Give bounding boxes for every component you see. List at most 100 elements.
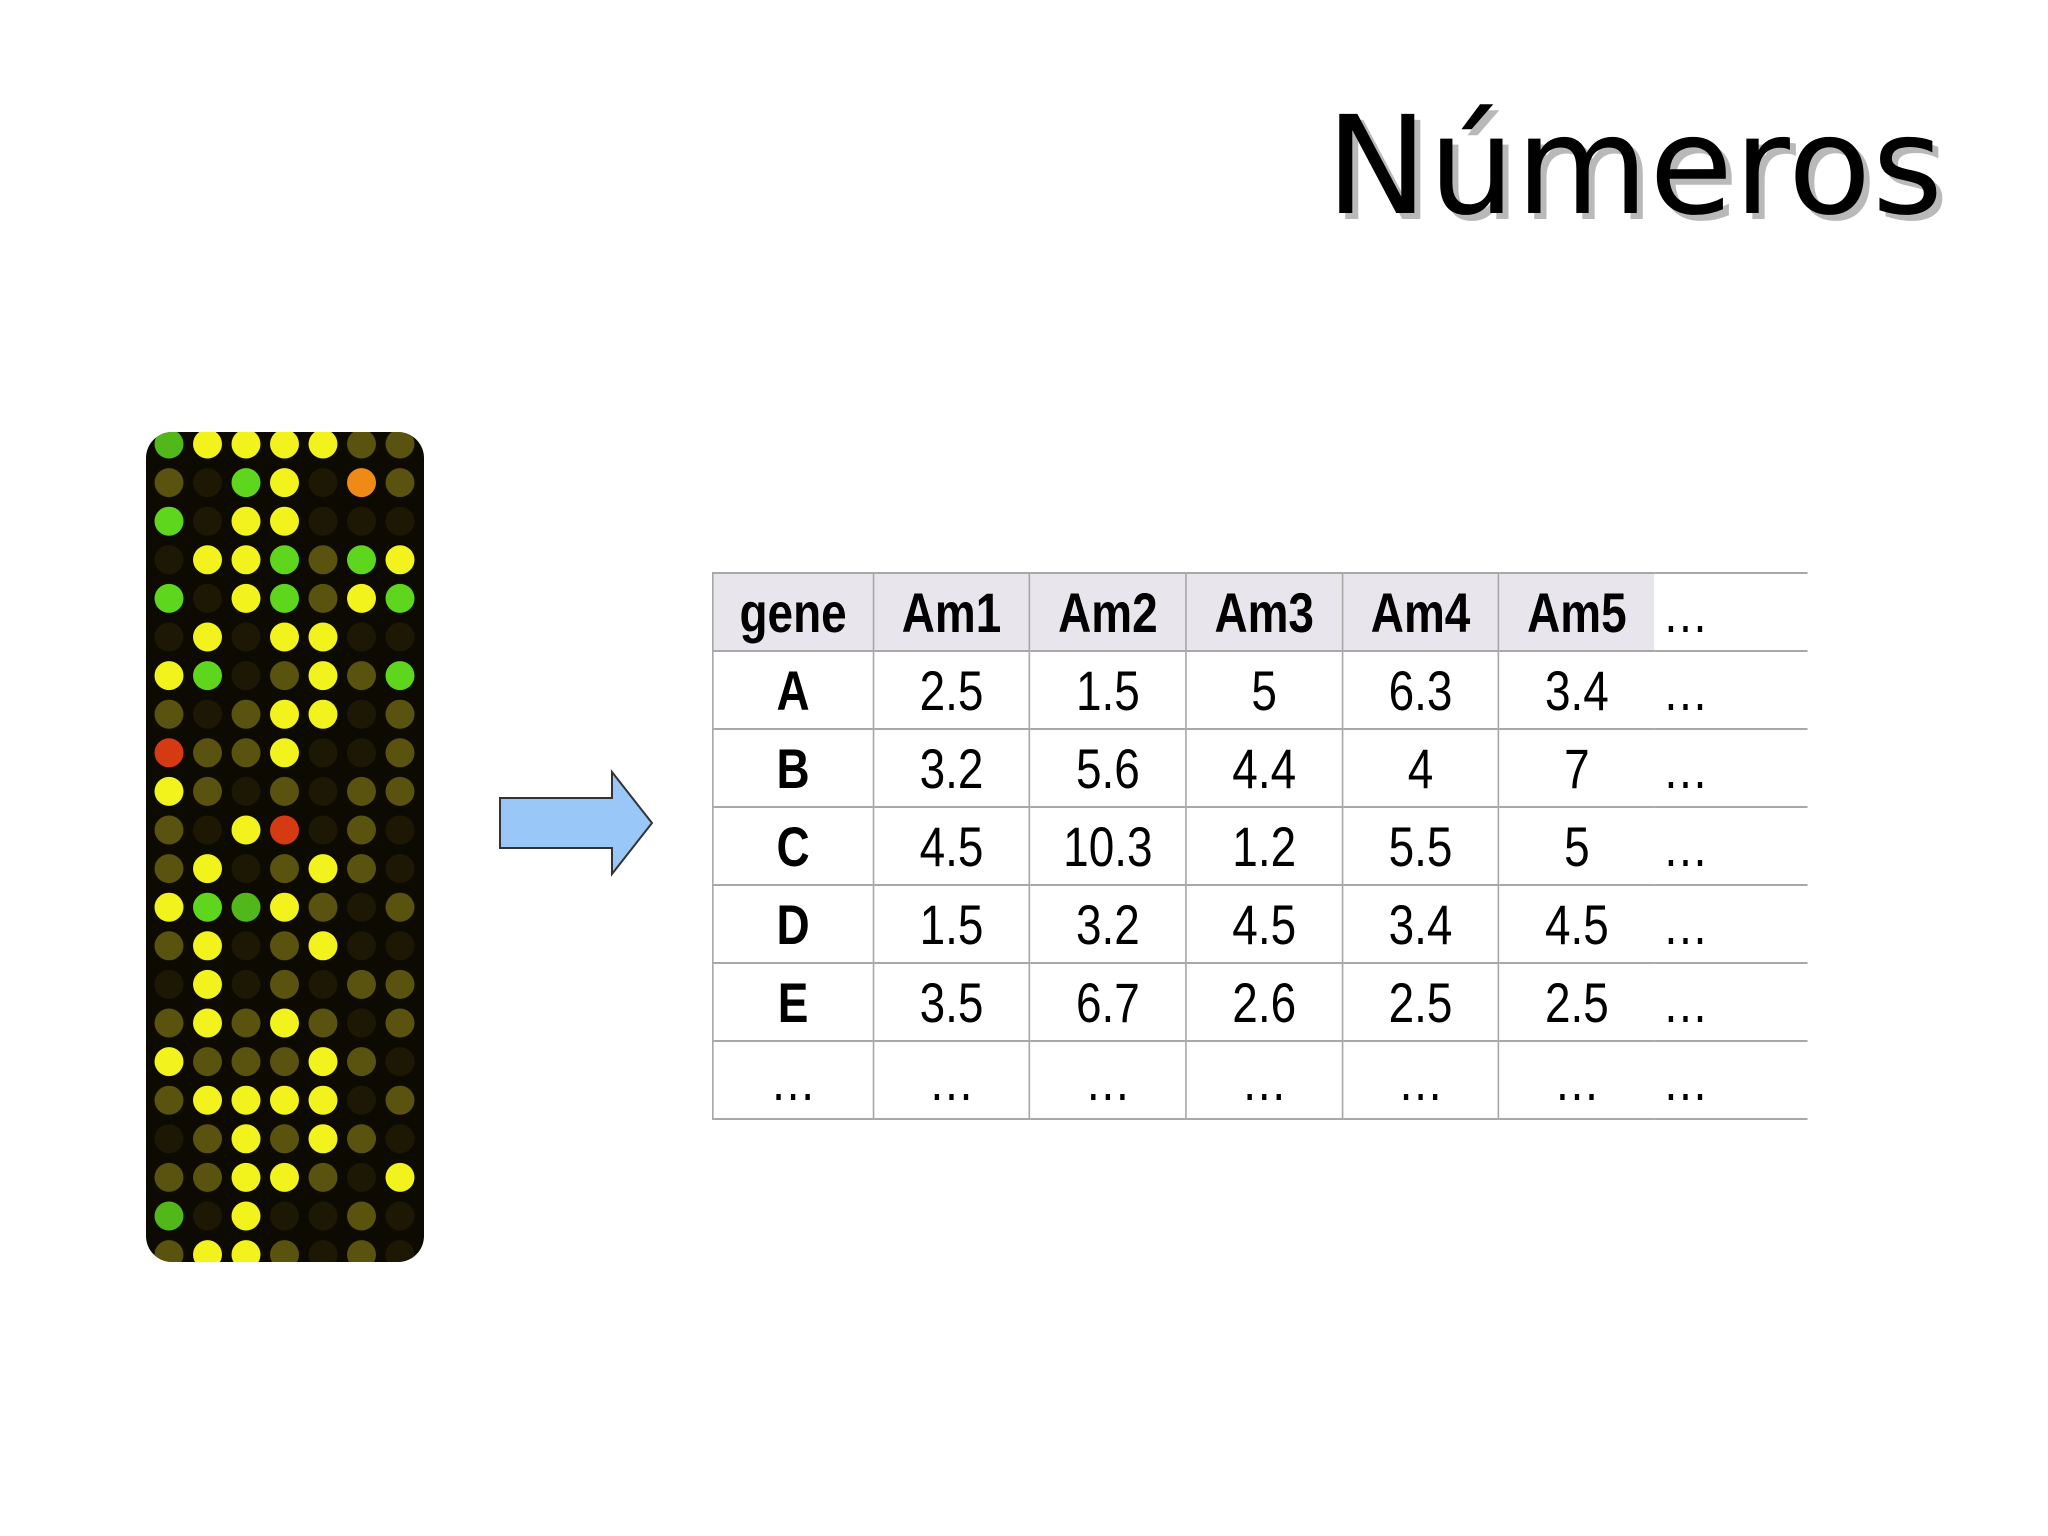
microarray-spot (193, 1240, 222, 1262)
microarray-spot (270, 545, 299, 575)
microarray-spot (193, 1047, 222, 1077)
microarray-spot (385, 1085, 415, 1115)
microarray-spot (347, 661, 376, 691)
microarray-spot (385, 1162, 415, 1192)
microarray-spot (154, 583, 184, 613)
microarray-spot (231, 1124, 261, 1154)
microarray-spot (270, 892, 299, 922)
microarray-spot (347, 892, 376, 922)
microarray-spot (231, 854, 261, 884)
microarray-spot (347, 583, 376, 613)
header-more: … (1654, 572, 1808, 652)
microarray-spot (231, 815, 261, 845)
microarray-spots (154, 432, 415, 1262)
microarray-spot (154, 468, 184, 498)
microarray-spot (231, 545, 261, 575)
table-cell: 3.2 (1028, 885, 1187, 964)
microarray-spot (270, 1085, 299, 1115)
microarray-spot (231, 1085, 261, 1115)
microarray-spot (231, 969, 261, 999)
microarray-spot (385, 892, 415, 922)
microarray-spot (308, 583, 338, 613)
microarray-spot (347, 738, 376, 768)
table-cell-more: … (1654, 651, 1808, 730)
microarray-spot (347, 931, 376, 961)
row-label: C (712, 807, 874, 886)
microarray-spot (308, 545, 338, 575)
microarray-spot (193, 738, 222, 768)
microarray-spot (308, 969, 338, 999)
microarray-spot (385, 1240, 415, 1262)
microarray-spot (270, 622, 299, 652)
table-cell: 1.5 (1028, 651, 1187, 730)
microarray-spot (270, 432, 299, 459)
microarray-spot (308, 468, 338, 498)
row-label: … (712, 1041, 874, 1120)
microarray-spot (154, 815, 184, 845)
microarray-spot (347, 1201, 376, 1231)
microarray-spot (385, 969, 415, 999)
table-cell: 5 (1497, 807, 1655, 886)
microarray-spot (347, 854, 376, 884)
microarray-spot (154, 545, 184, 575)
microarray-spot (154, 622, 184, 652)
table-cell-more: … (1654, 807, 1808, 886)
microarray-spot (193, 622, 222, 652)
table-cell: 5.6 (1028, 729, 1187, 808)
table-row: D 1.5 3.2 4.5 3.4 4.5 … (712, 885, 1808, 964)
microarray-spot (308, 854, 338, 884)
header-am1: Am1 (872, 572, 1030, 652)
microarray-spot (385, 468, 415, 498)
microarray-spot (308, 892, 338, 922)
microarray-spot (193, 583, 222, 613)
row-label: D (712, 885, 874, 964)
microarray-spot (154, 892, 184, 922)
row-label: B (712, 729, 874, 808)
microarray-spot (231, 1008, 261, 1038)
microarray-spot (270, 969, 299, 999)
microarray-spot (154, 661, 184, 691)
microarray-spot (270, 661, 299, 691)
microarray-spot (193, 506, 222, 536)
microarray-spot (308, 1008, 338, 1038)
table-cell: … (872, 1041, 1030, 1120)
microarray-spot (193, 969, 222, 999)
microarray-spot (270, 931, 299, 961)
microarray-spot (385, 815, 415, 845)
microarray-spot (308, 1240, 338, 1262)
microarray-spot (385, 661, 415, 691)
microarray-spot (193, 545, 222, 575)
microarray-spot (193, 1085, 222, 1115)
microarray-spot (231, 432, 261, 459)
microarray-spot (193, 1008, 222, 1038)
table-cell: 5 (1185, 651, 1343, 730)
table-cell: 10.3 (1028, 807, 1187, 886)
microarray-spot (270, 1008, 299, 1038)
microarray-spot (270, 699, 299, 729)
table-cell-more: … (1654, 963, 1808, 1042)
microarray-spot (231, 583, 261, 613)
table-row: C 4.5 10.3 1.2 5.5 5 … (712, 807, 1808, 886)
table-cell: 2.5 (1341, 963, 1499, 1042)
table-cell: 5.5 (1341, 807, 1499, 886)
microarray-spot (385, 622, 415, 652)
microarray-spot (231, 468, 261, 498)
microarray-spot (385, 776, 415, 806)
table-cell: 3.4 (1341, 885, 1499, 964)
table-cell: 6.3 (1341, 651, 1499, 730)
microarray-spot (193, 854, 222, 884)
table-cell: 3.2 (872, 729, 1030, 808)
microarray-spot (347, 432, 376, 459)
microarray-spot (231, 776, 261, 806)
microarray-spot (193, 1201, 222, 1231)
microarray-spot (270, 468, 299, 498)
microarray-spot (154, 1124, 184, 1154)
microarray-spot (193, 432, 222, 459)
row-label: E (712, 963, 874, 1042)
table-cell-more: … (1654, 885, 1808, 964)
microarray-spot (231, 699, 261, 729)
row-label: A (712, 651, 874, 730)
microarray-spot (308, 506, 338, 536)
microarray-spot (231, 892, 261, 922)
microarray-spot (154, 1085, 184, 1115)
